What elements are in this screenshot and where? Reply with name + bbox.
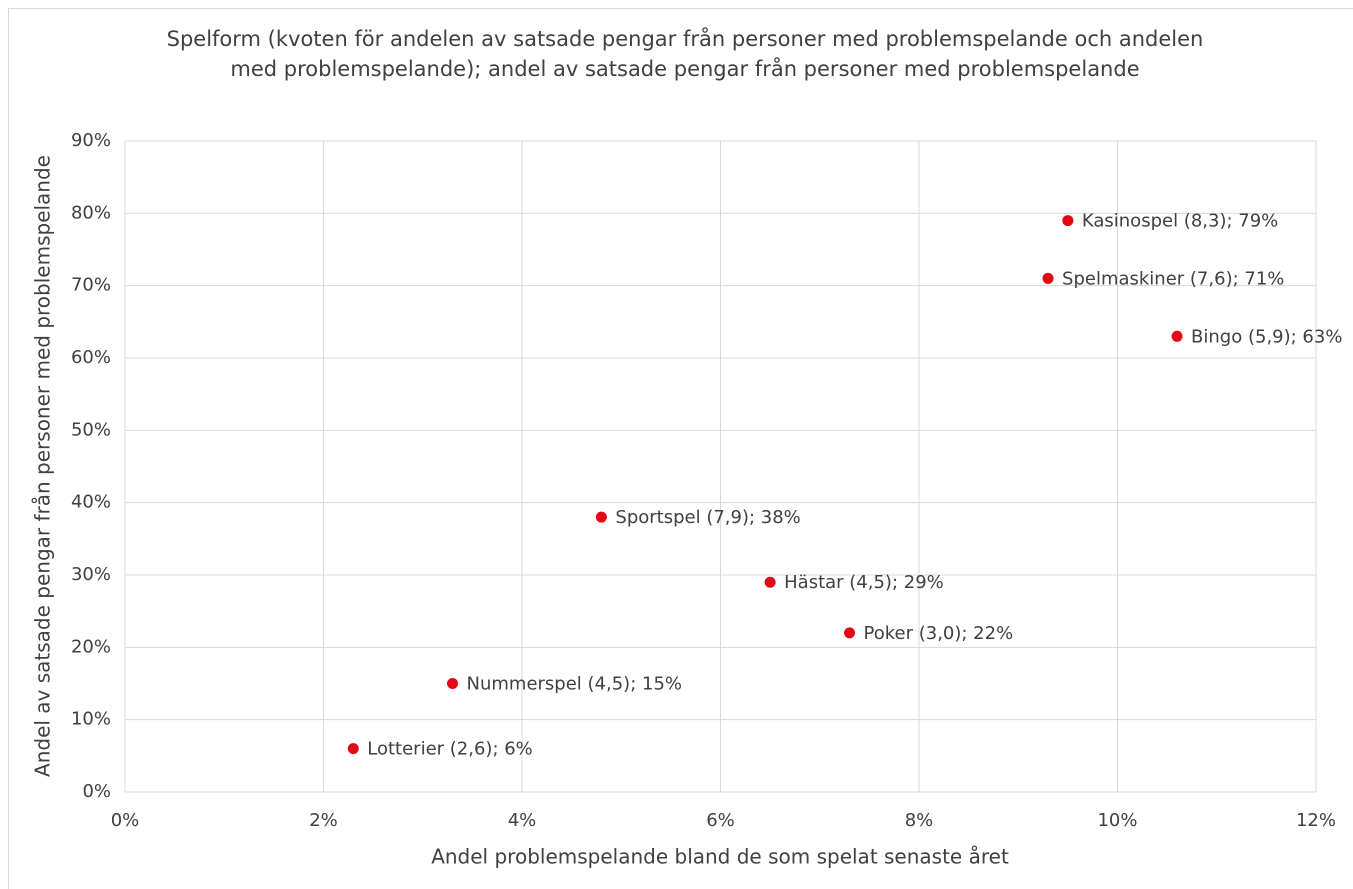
y-tick-label: 70% [71, 275, 111, 296]
x-tick-label: 8% [905, 810, 934, 831]
x-axis-title: Andel problemspelande bland de som spela… [431, 845, 1009, 869]
x-tick-label: 4% [508, 810, 537, 831]
chart-title: Spelform (kvoten för andelen av satsade … [166, 27, 1204, 81]
x-tick-label: 6% [706, 810, 735, 831]
x-tick-label: 10% [1097, 810, 1137, 831]
scatter-point [1062, 215, 1074, 227]
y-tick-label: 30% [71, 564, 111, 585]
data-label: Kasinospel (8,3); 79% [1082, 211, 1278, 232]
x-tick-label: 2% [309, 810, 338, 831]
x-tick-label: 0% [111, 810, 140, 831]
x-tick-label: 12% [1296, 810, 1336, 831]
y-tick-label: 0% [82, 781, 111, 802]
y-tick-label: 50% [71, 419, 111, 440]
data-label: Hästar (4,5); 29% [784, 572, 944, 593]
scatter-point [764, 576, 776, 588]
y-axis-title: Andel av satsade pengar från personer me… [31, 155, 55, 777]
scatter-point [447, 678, 459, 689]
data-label: Poker (3,0); 22% [864, 623, 1014, 644]
y-tick-label: 80% [71, 202, 111, 223]
y-tick-label: 40% [71, 492, 111, 513]
data-label: Bingo (5,9); 63% [1191, 326, 1342, 347]
data-label: Nummerspel (4,5); 15% [467, 674, 682, 695]
data-label: Spelmaskiner (7,6); 71% [1062, 268, 1284, 289]
chart-border [8, 8, 1353, 889]
scatter-point [1042, 272, 1054, 284]
y-tick-label: 90% [71, 130, 111, 151]
data-label: Lotterier (2,6); 6% [367, 739, 533, 760]
y-tick-label: 20% [71, 636, 111, 657]
y-tick-label: 10% [71, 709, 111, 730]
data-label: Sportspel (7,9); 38% [615, 507, 800, 528]
scatter-point [844, 627, 856, 639]
y-tick-label: 60% [71, 347, 111, 368]
scatter-point [347, 743, 359, 755]
scatter-point [595, 511, 607, 523]
scatter-point [1171, 330, 1183, 342]
